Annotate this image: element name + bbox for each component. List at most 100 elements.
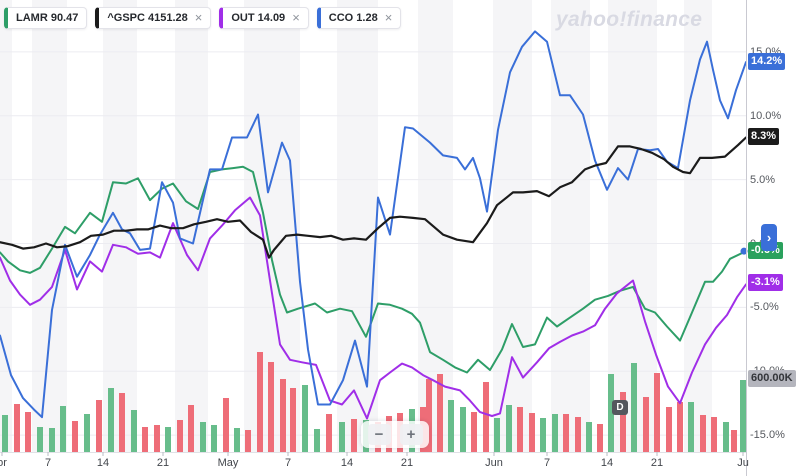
y-tick-label: 10.0%: [750, 109, 782, 122]
ticker-chip-label: ^GSPC 4151.28: [107, 12, 188, 24]
volume-bar: [448, 400, 454, 452]
ticker-chip-LAMR[interactable]: LAMR 90.47: [4, 7, 88, 29]
volume-bar: [234, 428, 240, 452]
volume-bar: [245, 430, 251, 452]
ticker-chip-OUT[interactable]: OUT 14.09 ×: [219, 7, 309, 29]
interval-badge[interactable]: D: [612, 400, 628, 415]
volume-bar: [540, 418, 546, 452]
week-stripe: [337, 0, 378, 452]
volume-bar: [49, 428, 55, 452]
x-tick-label: 21: [156, 457, 170, 469]
volume-bar: [563, 414, 569, 452]
ticker-chip-CCO[interactable]: CCO 1.28 ×: [316, 7, 402, 29]
x-tick-label: 7: [44, 457, 52, 469]
volume-bar: [154, 425, 160, 452]
week-stripe: [493, 0, 532, 452]
volume-bar: [740, 380, 746, 452]
close-icon[interactable]: ×: [292, 10, 300, 25]
volume-bar: [302, 385, 308, 452]
series-line-OUT: [0, 196, 747, 420]
volume-bar: [654, 373, 660, 452]
x-tick-label: 7: [543, 457, 551, 469]
x-tick-label: 14: [600, 457, 614, 469]
volume-bar: [72, 421, 78, 452]
ticker-chip-label: CCO 1.28: [328, 12, 378, 24]
x-tick-label: Jun: [485, 457, 503, 469]
volume-bar: [280, 379, 286, 452]
close-icon[interactable]: ×: [194, 10, 203, 25]
volume-bar: [211, 425, 217, 452]
volume-bar: [643, 397, 649, 452]
zoom-controls: − +: [361, 421, 429, 448]
volume-bar: [483, 382, 489, 452]
value-badge: -3.1%: [748, 274, 783, 292]
week-stripe: [684, 0, 712, 452]
volume-bar: [142, 427, 148, 452]
volume-bar: [506, 405, 512, 452]
volume-bar: [529, 413, 535, 452]
x-tick-label: 14: [340, 457, 354, 469]
volume-bar: [700, 415, 706, 452]
volume-bar: [165, 427, 171, 452]
volume-bar: [290, 388, 296, 452]
volume-bar: [711, 417, 717, 452]
zoom-in-button[interactable]: +: [399, 424, 423, 445]
volume-bar: [437, 374, 443, 452]
volume-bar: [257, 352, 263, 452]
volume-bar: [666, 407, 672, 452]
volume-bar: [460, 407, 466, 452]
volume-bar: [96, 400, 102, 452]
zoom-out-button[interactable]: −: [367, 424, 391, 445]
ticker-chip-label: LAMR 90.47: [16, 12, 79, 24]
ticker-chips-bar: LAMR 90.47 ^GSPC 4151.28 × OUT 14.09 × CCO 1.…: [4, 7, 402, 29]
volume-bar: [631, 363, 637, 452]
series-line-GSPC: [0, 136, 748, 259]
ticker-chip-GSPC[interactable]: ^GSPC 4151.28 ×: [95, 7, 212, 29]
x-tick-label: 7: [284, 457, 292, 469]
volume-bar: [119, 393, 125, 452]
volume-bar: [131, 410, 137, 452]
volume-bar: [575, 417, 581, 452]
volume-bar: [426, 379, 432, 452]
volume-bar: [188, 405, 194, 452]
volume-bar: [723, 422, 729, 452]
volume-bar: [677, 402, 683, 452]
volume-bar: [552, 414, 558, 452]
week-stripe: [551, 0, 590, 452]
volume-bar: [25, 412, 31, 452]
value-badge: 8.3%: [748, 128, 780, 146]
volume-bar: [108, 388, 114, 452]
week-stripe: [0, 0, 12, 452]
x-tick-label: 21: [400, 457, 414, 469]
close-icon[interactable]: ×: [384, 10, 393, 25]
volume-bar: [177, 420, 183, 452]
x-tick-label: 14: [96, 457, 110, 469]
volume-bar: [84, 414, 90, 452]
current-point-dot: [740, 247, 748, 255]
volume-bar: [586, 422, 592, 452]
pan-right-button[interactable]: ›: [761, 224, 777, 251]
x-tick-label: 21: [650, 457, 664, 469]
volume-bar: [688, 402, 694, 452]
volume-bar: [2, 415, 8, 452]
week-stripe: [32, 0, 67, 452]
ticker-chip-label: OUT 14.09: [231, 12, 286, 24]
volume-bar: [200, 422, 206, 452]
volume-bar: [268, 362, 274, 452]
volume-bar: [731, 430, 737, 452]
volume-bar: [471, 412, 477, 452]
volume-bar: [37, 427, 43, 452]
volume-bar: [517, 407, 523, 452]
week-stripe: [418, 0, 453, 452]
x-tick-label: May: [217, 457, 239, 469]
value-badge: 14.2%: [748, 53, 786, 71]
y-tick-label: -5.0%: [750, 301, 779, 314]
volume-bar: [326, 414, 332, 452]
volume-bar: [597, 424, 603, 452]
volume-bar: [608, 374, 614, 452]
yahoo-finance-logo: yahoo!finance: [556, 8, 703, 31]
x-tick-label: or: [0, 457, 7, 469]
volume-bar: [351, 419, 357, 452]
volume-bar: [314, 429, 320, 452]
